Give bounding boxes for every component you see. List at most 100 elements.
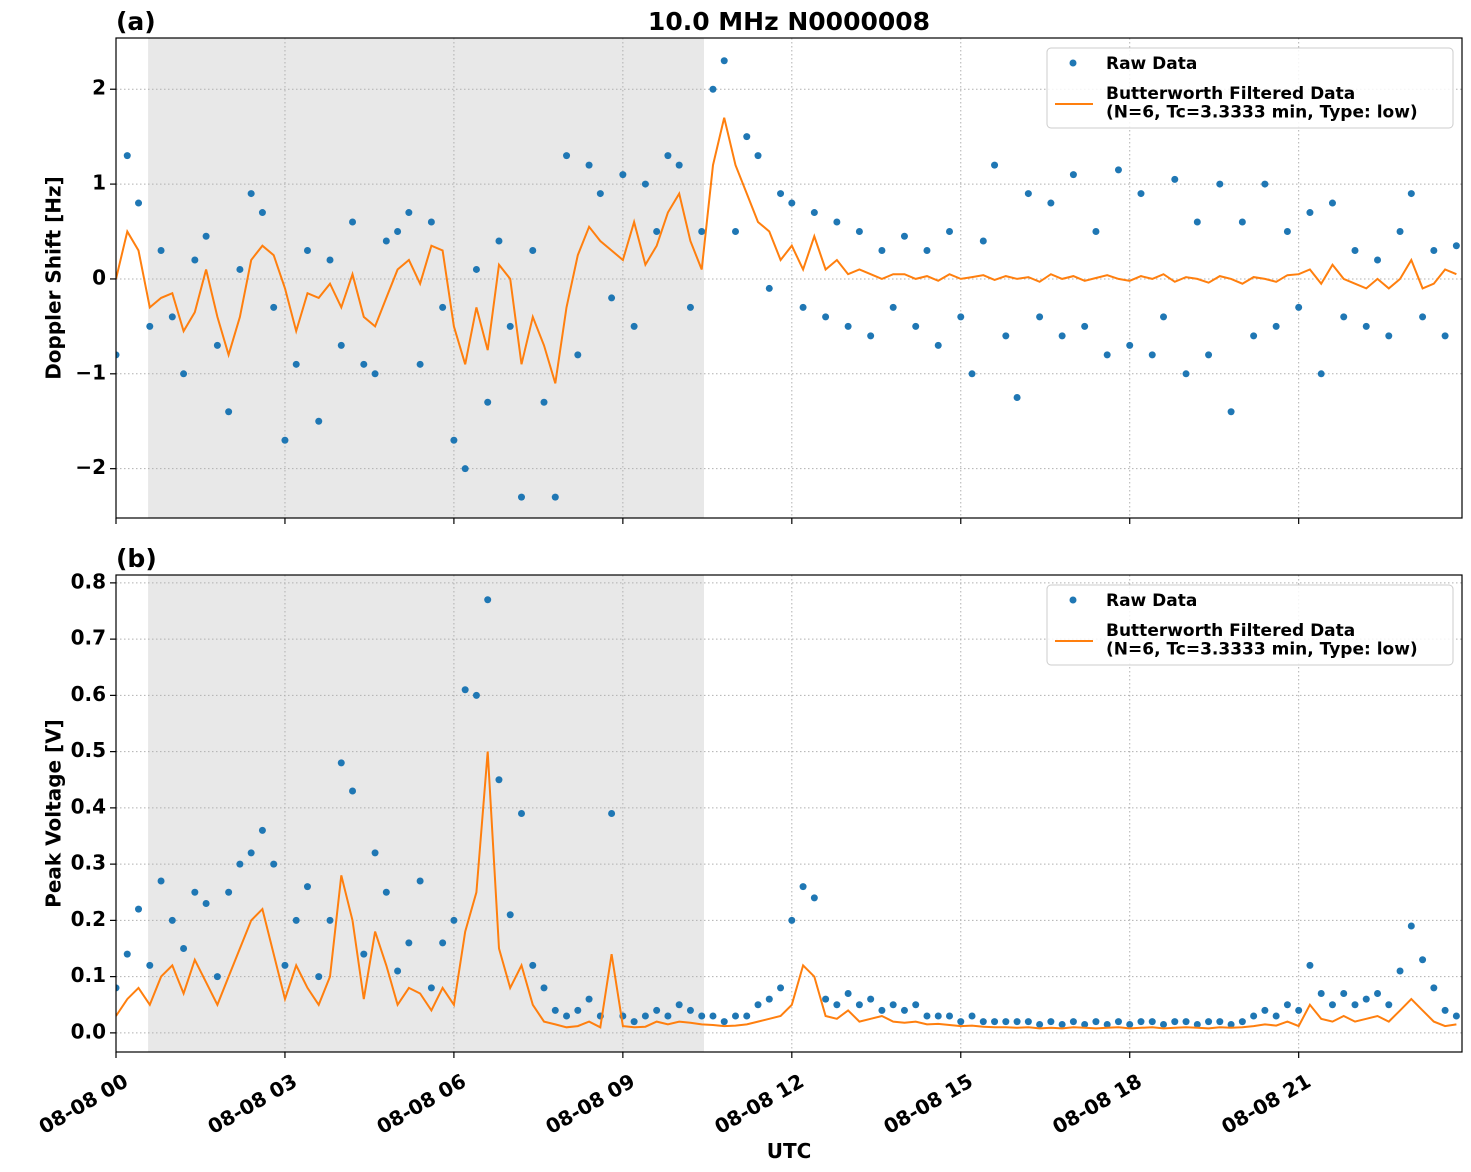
raw-point <box>292 916 300 924</box>
shaded-span <box>148 38 704 518</box>
raw-point <box>236 860 244 868</box>
legend: Raw Data Butterworth Filtered Data (N=6, T… <box>1046 47 1454 129</box>
raw-point <box>1036 1020 1044 1028</box>
raw-point <box>1419 313 1427 321</box>
raw-point <box>585 995 593 1003</box>
raw-point <box>146 322 154 330</box>
raw-point <box>315 417 323 425</box>
raw-point <box>1182 370 1190 378</box>
raw-point <box>1452 242 1460 250</box>
raw-point <box>1002 1018 1010 1026</box>
raw-point <box>1148 351 1156 359</box>
raw-point <box>116 351 120 359</box>
legend-label: Butterworth Filtered Data (N=6, Tc=3.3333… <box>1106 84 1418 123</box>
raw-point <box>1160 1020 1168 1028</box>
raw-point <box>585 161 593 169</box>
raw-point <box>855 228 863 236</box>
raw-point <box>1374 990 1382 997</box>
raw-point <box>1013 1018 1021 1026</box>
raw-point <box>675 1001 683 1009</box>
y-tick-label: 0.5 <box>71 738 106 762</box>
panel-label: (b) <box>116 544 157 573</box>
raw-point <box>957 313 965 321</box>
y-tick-label: 0.4 <box>71 794 106 818</box>
raw-point <box>506 911 514 919</box>
x-tick-label: 08-08 09 <box>541 1069 639 1139</box>
raw-point <box>1362 995 1370 1003</box>
raw-point <box>1193 1020 1201 1028</box>
raw-point <box>630 1018 638 1026</box>
raw-point <box>968 370 976 378</box>
raw-point <box>1092 1018 1100 1026</box>
raw-point <box>416 360 424 368</box>
raw-point <box>517 810 525 817</box>
raw-point <box>630 322 638 330</box>
raw-point <box>270 860 278 868</box>
raw-point <box>1351 246 1359 254</box>
raw-point <box>427 984 435 992</box>
raw-point <box>1250 1012 1258 1020</box>
raw-point <box>1103 1020 1111 1028</box>
legend-box <box>1046 47 1454 129</box>
raw-point <box>1441 1006 1449 1014</box>
raw-point <box>1295 303 1303 311</box>
legend: Raw Data Butterworth Filtered Data (N=6, T… <box>1046 584 1454 666</box>
raw-point <box>765 995 773 1003</box>
axes-frame <box>115 37 1463 519</box>
raw-point <box>923 246 931 254</box>
y-tick-label: 0.3 <box>71 851 106 875</box>
raw-point <box>382 888 390 896</box>
raw-point <box>529 961 537 969</box>
raw-point <box>529 246 537 254</box>
raw-point <box>292 360 300 368</box>
raw-point <box>1216 180 1224 188</box>
raw-point <box>900 1006 908 1014</box>
raw-point <box>619 171 627 179</box>
raw-point <box>1047 199 1055 207</box>
raw-point <box>991 1018 999 1026</box>
raw-point <box>1261 1006 1269 1014</box>
raw-point <box>484 596 492 604</box>
raw-point <box>472 265 480 273</box>
raw-point <box>1452 1012 1460 1020</box>
raw-point <box>303 883 311 891</box>
raw-point <box>123 152 131 160</box>
raw-point <box>281 961 289 969</box>
raw-point <box>810 894 818 902</box>
raw-point <box>1081 1020 1089 1028</box>
raw-point <box>675 161 683 169</box>
raw-point <box>1227 1020 1235 1028</box>
raw-point <box>1216 1018 1224 1026</box>
raw-point <box>551 493 559 501</box>
raw-point <box>1148 1018 1156 1026</box>
raw-point <box>889 1001 897 1009</box>
raw-point <box>1351 1001 1359 1009</box>
raw-point <box>957 1018 965 1026</box>
raw-point <box>349 787 357 795</box>
raw-point <box>968 1012 976 1020</box>
raw-point <box>135 905 143 913</box>
raw-point <box>495 776 503 784</box>
y-tick-label: 0.0 <box>71 1019 106 1043</box>
raw-point <box>168 916 176 924</box>
shaded-span <box>148 575 704 1052</box>
raw-point <box>1114 1018 1122 1026</box>
raw-point <box>754 152 762 160</box>
plot-area <box>116 57 1460 501</box>
raw-point <box>867 995 875 1003</box>
raw-point <box>1430 246 1438 254</box>
legend-marker <box>1069 596 1077 604</box>
raw-point <box>1430 984 1438 992</box>
raw-point <box>1114 166 1122 174</box>
raw-point <box>608 294 616 302</box>
raw-point <box>754 1001 762 1009</box>
axes-frame <box>115 574 1463 1053</box>
raw-point <box>135 199 143 207</box>
raw-point <box>1272 1012 1280 1020</box>
raw-point <box>1396 228 1404 236</box>
raw-point <box>202 900 210 907</box>
raw-point <box>450 916 458 924</box>
raw-point <box>946 1012 954 1020</box>
y-tick-label: 0.1 <box>71 963 106 987</box>
